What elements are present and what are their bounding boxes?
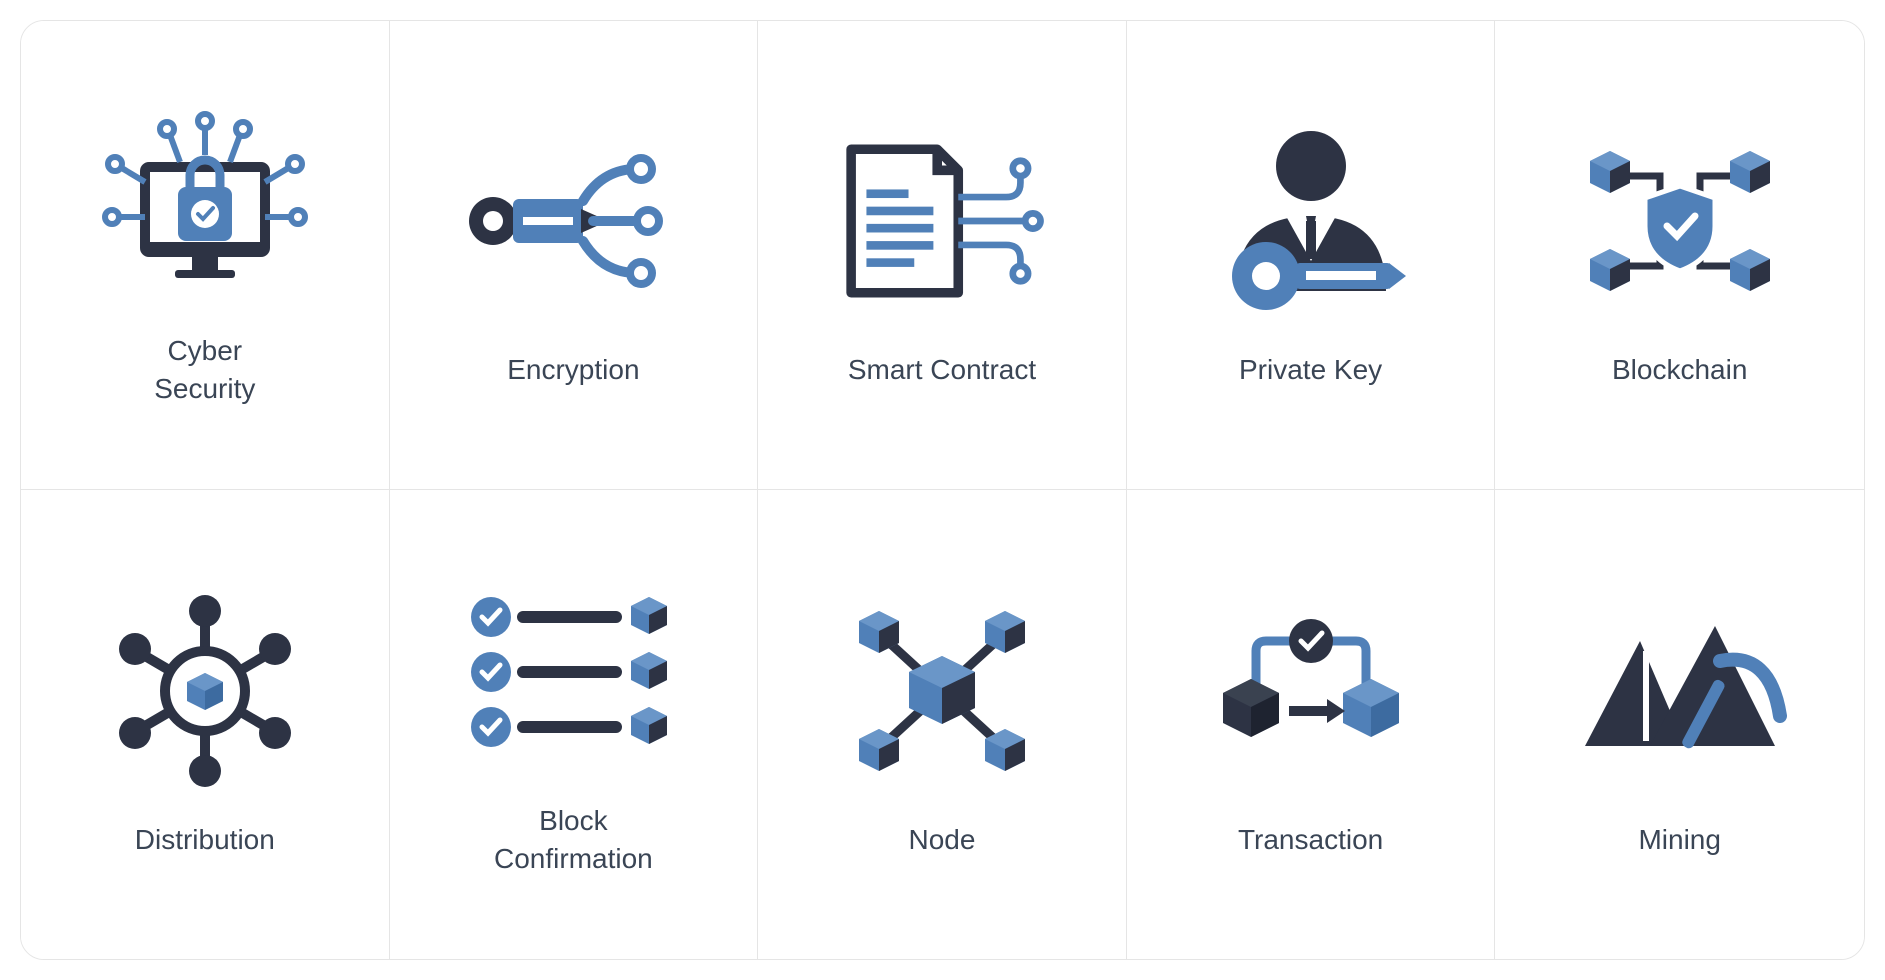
label-mining: Mining bbox=[1638, 821, 1720, 859]
transaction-icon bbox=[1201, 591, 1421, 791]
label-distribution: Distribution bbox=[135, 821, 275, 859]
private-key-icon bbox=[1201, 121, 1421, 321]
cell-cyber-security: Cyber Security bbox=[21, 21, 390, 490]
cell-encryption: Encryption bbox=[390, 21, 759, 490]
cell-private-key: Private Key bbox=[1127, 21, 1496, 490]
label-transaction: Transaction bbox=[1238, 821, 1383, 859]
encryption-icon bbox=[463, 121, 683, 321]
block-confirmation-icon bbox=[463, 572, 683, 772]
cell-smart-contract: Smart Contract bbox=[758, 21, 1127, 490]
label-encryption: Encryption bbox=[507, 351, 639, 389]
label-blockchain: Blockchain bbox=[1612, 351, 1747, 389]
label-smart-contract: Smart Contract bbox=[848, 351, 1036, 389]
node-icon bbox=[832, 591, 1052, 791]
label-private-key: Private Key bbox=[1239, 351, 1382, 389]
cell-mining: Mining bbox=[1495, 490, 1864, 959]
cell-transaction: Transaction bbox=[1127, 490, 1496, 959]
blockchain-icon bbox=[1570, 121, 1790, 321]
label-node: Node bbox=[909, 821, 976, 859]
cell-block-confirmation: Block Confirmation bbox=[390, 490, 759, 959]
icon-grid: Cyber Security Encryption bbox=[20, 20, 1865, 960]
mining-icon bbox=[1570, 591, 1790, 791]
label-cyber-security: Cyber Security bbox=[154, 332, 255, 408]
distribution-icon bbox=[95, 591, 315, 791]
cell-distribution: Distribution bbox=[21, 490, 390, 959]
cell-blockchain: Blockchain bbox=[1495, 21, 1864, 490]
cell-node: Node bbox=[758, 490, 1127, 959]
cyber-security-icon bbox=[95, 102, 315, 302]
smart-contract-icon bbox=[832, 121, 1052, 321]
label-block-confirmation: Block Confirmation bbox=[494, 802, 653, 878]
